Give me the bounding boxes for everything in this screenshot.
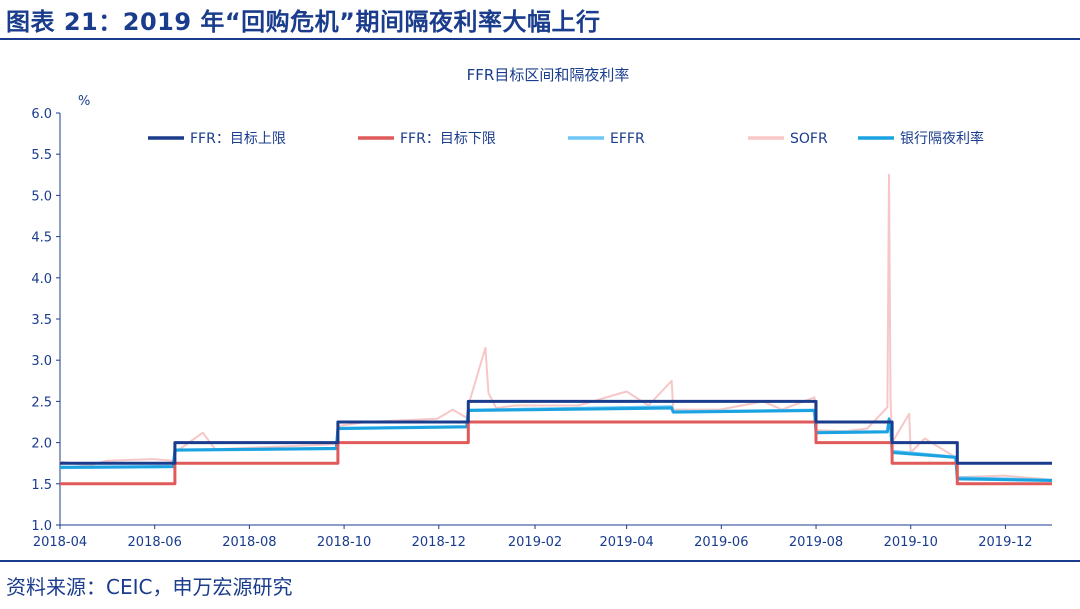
y-tick-label: 3.5 <box>31 313 52 328</box>
y-tick-label: 3.0 <box>31 354 52 369</box>
source-note: 资料来源：CEIC，申万宏源研究 <box>6 575 293 599</box>
sofr-line <box>59 173 1053 481</box>
legend-label: SOFR <box>790 131 828 147</box>
legend-label: 银行隔夜利率 <box>900 130 984 147</box>
x-tick-label: 2019-02 <box>508 535 562 550</box>
source-rule <box>0 560 1080 562</box>
y-tick-label: 4.0 <box>31 272 52 287</box>
line-chart: FFR目标区间和隔夜利率 % 1.0 1.5 2.0 2.5 3.0 3.5 4.0 4.5 5… <box>31 66 1053 550</box>
x-tick-label: 2019-12 <box>978 535 1032 550</box>
legend-label: FFR：目标上限 <box>190 131 286 147</box>
ffr-lower-line <box>60 420 1052 486</box>
x-tick-label: 2018-12 <box>412 535 466 550</box>
figure-title: 图表 21：2019 年“回购危机”期间隔夜利率大幅上行 <box>6 8 601 36</box>
series-group <box>59 173 1053 486</box>
x-tick-label: 2019-04 <box>599 535 653 550</box>
legend-label: FFR：目标下限 <box>400 131 496 147</box>
ffr-upper-line <box>60 399 1052 465</box>
legend-label: EFFR <box>610 131 645 147</box>
y-tick-label: 1.0 <box>31 519 52 534</box>
y-tick-label: 5.5 <box>31 148 52 163</box>
x-tick-label: 2018-08 <box>222 535 276 550</box>
legend: FFR：目标上限 FFR：目标下限 EFFR SOFR 银行隔夜利率 <box>148 130 984 147</box>
title-rule <box>0 38 1080 40</box>
y-tick-label: 1.5 <box>31 478 52 493</box>
chart-title: FFR目标区间和隔夜利率 <box>467 66 630 84</box>
y-tick-label: 2.0 <box>31 437 52 452</box>
y-tick-label: 5.0 <box>31 189 52 204</box>
x-tick-label: 2019-06 <box>694 535 748 550</box>
y-axis-unit-label: % <box>78 94 90 109</box>
x-tick-label: 2019-08 <box>789 535 843 550</box>
axes: 1.0 1.5 2.0 2.5 3.0 3.5 4.0 4.5 5.0 5.5 6.0 2018-04… <box>31 107 1052 550</box>
x-tick-label: 2018-06 <box>128 535 182 550</box>
x-tick-label: 2019-10 <box>884 535 938 550</box>
x-tick-label: 2018-10 <box>317 535 371 550</box>
x-tick-label: 2018-04 <box>33 535 87 550</box>
y-tick-label: 2.5 <box>31 395 52 410</box>
y-tick-label: 6.0 <box>31 107 52 122</box>
y-tick-label: 4.5 <box>31 231 52 246</box>
bank-overnight-line <box>59 406 1053 482</box>
